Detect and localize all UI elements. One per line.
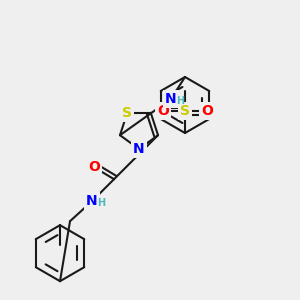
Text: O: O bbox=[201, 104, 213, 118]
Text: N: N bbox=[86, 194, 98, 208]
Text: H: H bbox=[176, 96, 184, 106]
Text: O: O bbox=[157, 104, 169, 118]
Text: S: S bbox=[180, 104, 190, 118]
Text: N: N bbox=[165, 92, 177, 106]
Text: O: O bbox=[88, 160, 100, 174]
Text: S: S bbox=[122, 106, 132, 120]
Text: H: H bbox=[97, 198, 105, 208]
Text: N: N bbox=[133, 142, 145, 156]
